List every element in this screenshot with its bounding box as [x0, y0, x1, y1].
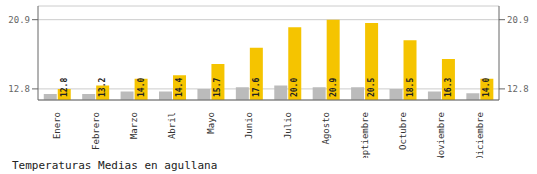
svg-text:14.0: 14.0 [137, 78, 146, 97]
svg-text:14.4: 14.4 [175, 78, 184, 97]
svg-text:Diciembre: Diciembre [475, 112, 485, 158]
svg-text:Noviembre: Noviembre [436, 112, 446, 158]
svg-text:15.7: 15.7 [213, 78, 222, 97]
svg-text:Marzo: Marzo [129, 112, 139, 139]
svg-text:Agosto: Agosto [321, 112, 331, 145]
svg-text:12.8: 12.8 [8, 84, 30, 94]
svg-text:20.5: 20.5 [367, 78, 376, 97]
svg-text:Octubre: Octubre [398, 112, 408, 150]
svg-text:Junio: Junio [244, 112, 254, 139]
svg-text:20.9: 20.9 [507, 15, 529, 25]
html-text:Temperaturas Medias en agullan: Temperaturas Medias en agullana [12, 159, 218, 172]
svg-text:13.2: 13.2 [98, 78, 107, 97]
svg-text:18.5: 18.5 [406, 78, 415, 97]
svg-text:Abril: Abril [167, 112, 177, 139]
svg-text:12.8: 12.8 [507, 84, 529, 94]
svg-text:Mayo: Mayo [206, 112, 216, 134]
svg-text:Enero: Enero [52, 112, 62, 139]
svg-text:Febrero: Febrero [91, 112, 101, 150]
svg-text:20.9: 20.9 [329, 78, 338, 97]
svg-text:16.3: 16.3 [444, 78, 453, 97]
svg-text:Julio: Julio [283, 112, 293, 139]
svg-text:17.6: 17.6 [252, 78, 261, 97]
svg-text:Septiembre: Septiembre [360, 112, 370, 158]
svg-text:20.0: 20.0 [290, 78, 299, 97]
svg-text:20.9: 20.9 [8, 15, 30, 25]
svg-text:12.8: 12.8 [60, 78, 69, 97]
svg-text:14.0: 14.0 [482, 78, 491, 97]
